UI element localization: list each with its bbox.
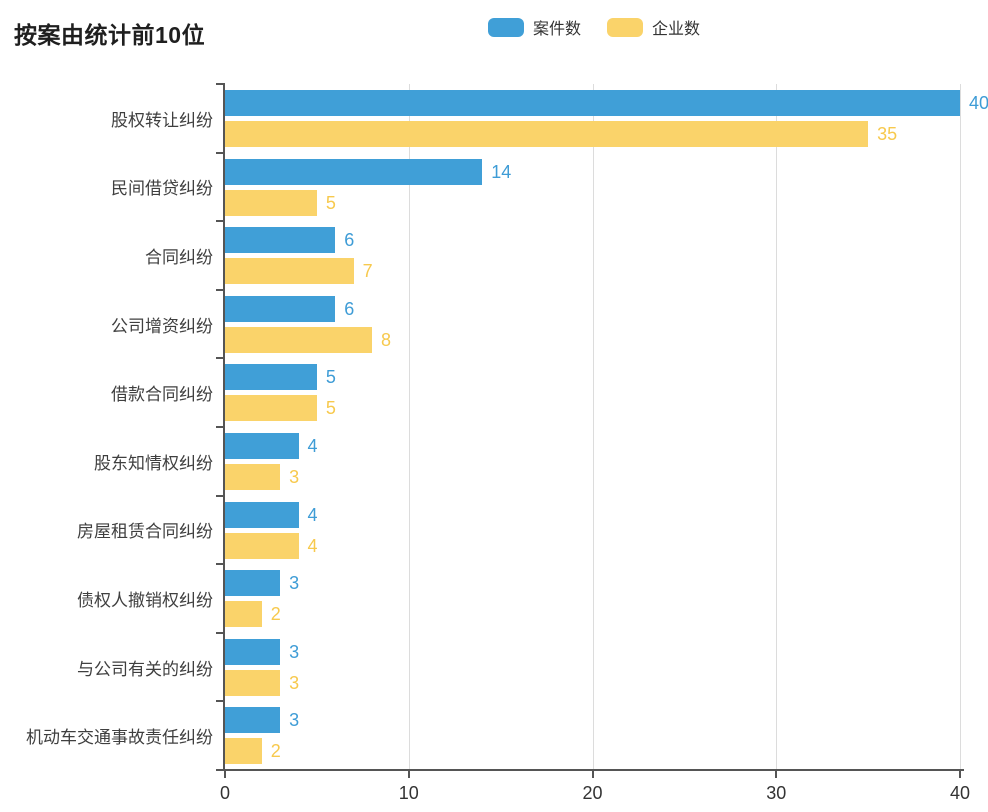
x-axis-tick-label: 30: [766, 783, 787, 803]
y-axis-tick: [216, 357, 225, 360]
company-count-bar: [225, 532, 299, 559]
x-axis-tick-label: 10: [398, 783, 419, 803]
bar-value-label: 3: [289, 641, 300, 662]
case-count-bar: [225, 90, 960, 116]
category-label: 房屋租赁合同纠纷: [77, 522, 213, 542]
y-axis-tick: [216, 83, 225, 85]
category-label: 机动车交通事故责任纠纷: [26, 728, 213, 748]
company-count-bar: [225, 189, 317, 216]
company-count-bar: [225, 464, 281, 490]
y-axis-tick: [216, 426, 225, 428]
company-count-bar: [225, 601, 262, 628]
y-axis-tick: [216, 563, 225, 566]
x-axis-tick: [407, 771, 410, 778]
category-label: 公司增资纠纷: [111, 316, 213, 336]
x-axis-tick-label: 40: [949, 783, 971, 803]
legend-item-case-count[interactable]: 案件数: [488, 15, 581, 39]
y-axis-tick: [216, 494, 225, 497]
x-axis-tick-label: 0: [219, 783, 230, 803]
legend-item-company-count[interactable]: 企业数: [607, 15, 700, 39]
bar-value-label: 4: [307, 436, 318, 456]
case-count-bar: [225, 364, 317, 391]
bar-value-label: 4: [307, 504, 318, 525]
case-count-bar: [225, 501, 299, 528]
bar-value-label: 5: [325, 398, 336, 419]
category-label: 合同纠纷: [145, 247, 213, 267]
bar-value-label: 14: [491, 161, 512, 182]
y-axis-tick: [216, 151, 225, 154]
bar-value-label: 6: [344, 230, 355, 251]
case-count-swatch: [488, 17, 524, 37]
category-label: 民间借贷纠纷: [111, 179, 213, 199]
y-axis-tick: [216, 769, 225, 771]
bar-value-label: 3: [289, 573, 300, 594]
bar-value-label: 2: [270, 604, 281, 625]
bar-value-label: 3: [289, 467, 300, 487]
x-axis-tick: [775, 771, 778, 778]
x-axis-tick: [591, 771, 594, 778]
bar-value-label: 7: [362, 261, 373, 282]
case-count-bar: [225, 227, 336, 254]
category-label: 与公司有关的纠纷: [77, 659, 213, 679]
y-axis-tick: [216, 288, 225, 291]
x-axis-line: [220, 769, 964, 771]
bar-value-label: 35: [877, 124, 898, 144]
case-count-bar: [225, 570, 281, 597]
company-count-bar: [225, 326, 372, 353]
bar-value-label: 5: [325, 367, 336, 388]
case-count-bar: [225, 638, 281, 665]
category-label: 借款合同纠纷: [111, 385, 213, 405]
legend-label: 企业数: [652, 21, 701, 38]
case-count-bar: [225, 295, 336, 322]
bar-value-label: 6: [344, 298, 355, 319]
company-count-bar: [225, 669, 281, 696]
bar-value-label: 8: [381, 329, 392, 350]
gridline: [408, 84, 410, 770]
y-axis-tick: [216, 631, 225, 634]
legend: 案件数 企业数: [488, 15, 700, 39]
gridline: [960, 84, 961, 770]
x-axis-tick: [224, 771, 226, 778]
x-axis-tick-label: 20: [582, 783, 603, 803]
company-count-bar: [225, 395, 317, 422]
gridline: [592, 84, 594, 770]
case-count-bar: [225, 433, 299, 459]
gridline: [776, 84, 778, 770]
bar-value-label: 5: [325, 192, 336, 213]
bar-value-label: 3: [289, 672, 300, 693]
company-count-bar: [225, 258, 354, 285]
company-count-bar: [225, 121, 869, 147]
bar-value-label: 40: [969, 93, 988, 113]
case-count-bar: [225, 158, 483, 185]
category-label: 债权人撤销权纠纷: [77, 590, 213, 610]
bar-value-label: 4: [307, 535, 318, 556]
company-count-bar: [225, 738, 262, 765]
category-label: 股东知情权纠纷: [94, 453, 213, 473]
case-count-bar: [225, 707, 281, 734]
y-axis-tick: [216, 700, 225, 703]
y-axis-tick: [216, 220, 225, 223]
category-label: 股权转让纠纷: [111, 110, 213, 130]
bar-value-label: 2: [270, 741, 281, 762]
bar-value-label: 3: [289, 710, 300, 731]
legend-label: 案件数: [533, 21, 582, 38]
company-count-swatch: [607, 17, 644, 37]
x-axis-tick: [959, 771, 961, 778]
chart-title: 按案由统计前10位: [14, 22, 206, 48]
